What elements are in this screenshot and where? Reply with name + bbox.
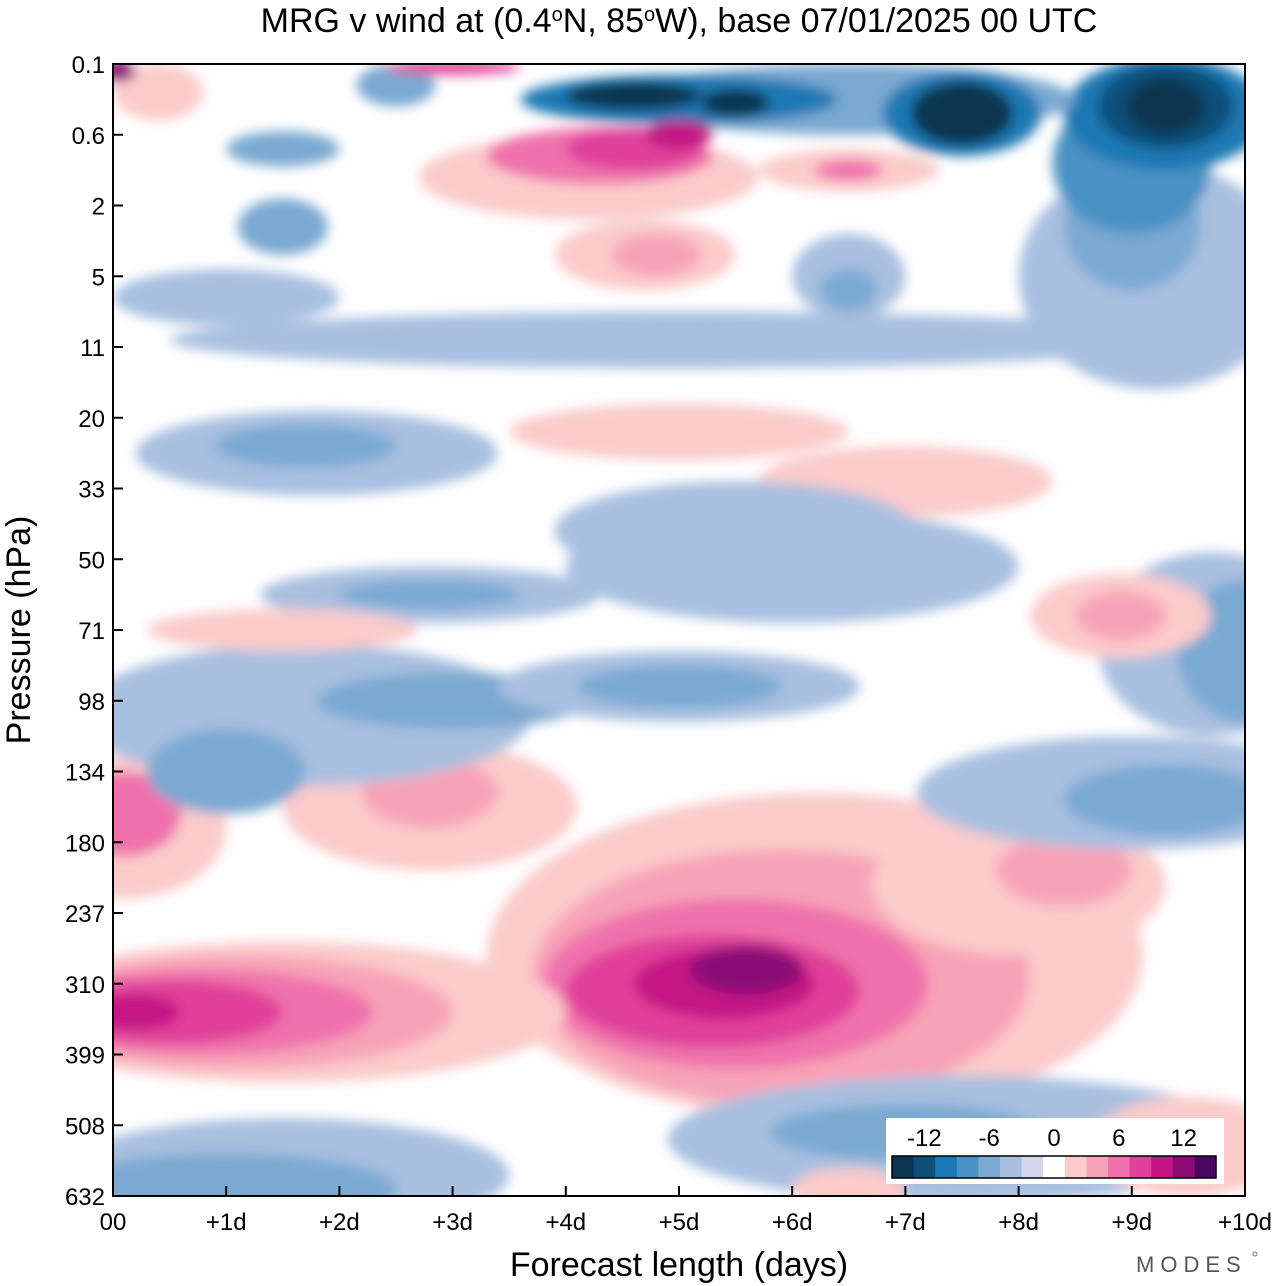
- y-tick-label: 237: [65, 901, 105, 928]
- y-tick-label: 5: [92, 264, 105, 291]
- colorbar-swatch: [1021, 1156, 1044, 1178]
- field-region: [146, 608, 419, 652]
- colorbar-tick-label: 0: [1047, 1125, 1060, 1152]
- colorbar-tick-label: -12: [907, 1125, 942, 1152]
- colorbar-swatch: [1043, 1156, 1066, 1178]
- x-tick-label: 00: [100, 1209, 127, 1236]
- y-axis-label: Pressure (hPa): [0, 516, 38, 745]
- field-region: [509, 403, 849, 461]
- field-region: [911, 81, 1013, 146]
- field-region: [701, 88, 770, 118]
- x-tick-label: +7d: [885, 1209, 926, 1236]
- x-tick-label: +4d: [545, 1209, 586, 1236]
- y-tick-label: 0.1: [72, 52, 105, 79]
- field-region: [577, 665, 781, 708]
- field-region: [1075, 591, 1166, 641]
- y-tick-label: 180: [65, 830, 105, 857]
- field-region: [1063, 764, 1245, 836]
- field-region: [792, 1167, 906, 1196]
- x-axis: 00 +1d +2d +3d +4d +5d +6d +7d +8d +9d +10d: [100, 1186, 1272, 1236]
- field-region: [611, 233, 702, 277]
- colorbar-swatch: [1000, 1156, 1023, 1178]
- field-region: [113, 994, 181, 1030]
- x-tick-label: +3d: [432, 1209, 473, 1236]
- colorbar-swatch: [1151, 1156, 1174, 1178]
- field-region: [226, 131, 340, 167]
- chart-title: MRG v wind at (0.4oN, 85oW), base 07/01/…: [261, 2, 1098, 40]
- field-region: [565, 81, 702, 110]
- colorbar-frame: [891, 1155, 1217, 1179]
- y-tick-label: 0.6: [72, 123, 105, 150]
- colorbar-tick-label: -6: [979, 1125, 1000, 1152]
- x-tick-label: +6d: [772, 1209, 813, 1236]
- y-tick-label: 508: [65, 1113, 105, 1140]
- x-tick-label: +8d: [998, 1209, 1039, 1236]
- y-tick-label: 2: [92, 194, 105, 221]
- field-region: [645, 120, 713, 149]
- field-region: [1126, 78, 1206, 135]
- colorbar-swatch: [956, 1156, 979, 1178]
- field-region: [995, 835, 1132, 906]
- y-tick-label: 98: [78, 689, 105, 716]
- y-tick-label: 632: [65, 1184, 105, 1211]
- colorbar-swatch: [1086, 1156, 1109, 1178]
- field-region: [113, 980, 283, 1044]
- field-region: [820, 269, 878, 312]
- x-tick-label: +9d: [1111, 1209, 1152, 1236]
- field-region: [554, 481, 917, 581]
- x-axis-label: Forecast length (days): [510, 1246, 848, 1284]
- colorbar-swatch: [892, 1156, 915, 1178]
- modes-logo: MODES: [1136, 1251, 1258, 1277]
- field-region: [214, 424, 396, 468]
- y-axis: 0.1 0.6 2 5 11 20 33 50 71 98 134 180 237 310 399 508 63…: [65, 52, 123, 1211]
- x-tick-label: +5d: [659, 1209, 700, 1236]
- colorbar-swatch: [1172, 1156, 1195, 1178]
- field-region: [146, 729, 306, 814]
- field-region: [384, 64, 521, 75]
- y-tick-label: 33: [78, 477, 105, 504]
- svg-text:MODES: MODES: [1136, 1252, 1247, 1277]
- field-region: [814, 159, 883, 181]
- field-region: [113, 269, 340, 326]
- x-tick-label: +2d: [319, 1209, 360, 1236]
- x-tick-label: +1d: [206, 1209, 247, 1236]
- colorbar-swatch: [978, 1156, 1001, 1178]
- y-tick-label: 11: [80, 335, 105, 362]
- y-tick-label: 310: [65, 972, 105, 999]
- colorbar-swatch: [913, 1156, 936, 1178]
- field-region: [339, 580, 521, 609]
- colorbar-swatch: [935, 1156, 958, 1178]
- field-region: [356, 64, 436, 107]
- y-tick-label: 134: [65, 760, 105, 787]
- colorbar-swatch: [1194, 1156, 1217, 1178]
- field-region: [113, 64, 204, 121]
- field-region: [113, 1153, 396, 1196]
- field-region: [237, 198, 329, 256]
- field-region: [169, 311, 1189, 369]
- y-tick-label: 20: [78, 406, 105, 433]
- y-tick-label: 50: [78, 547, 105, 574]
- colorbar: -12 -6 0 6 12: [886, 1118, 1224, 1184]
- colorbar-swatch: [1129, 1156, 1152, 1178]
- y-tick-label: 71: [78, 618, 105, 645]
- y-tick-label: 399: [65, 1043, 105, 1070]
- colorbar-swatch: [1064, 1156, 1087, 1178]
- colorbar-swatch: [1108, 1156, 1131, 1178]
- field-region: [690, 944, 804, 995]
- x-tick-label: +10d: [1218, 1209, 1272, 1236]
- colorbar-tick-label: 12: [1170, 1125, 1197, 1152]
- colorbar-tick-label: 6: [1112, 1125, 1125, 1152]
- field-region: [113, 64, 136, 82]
